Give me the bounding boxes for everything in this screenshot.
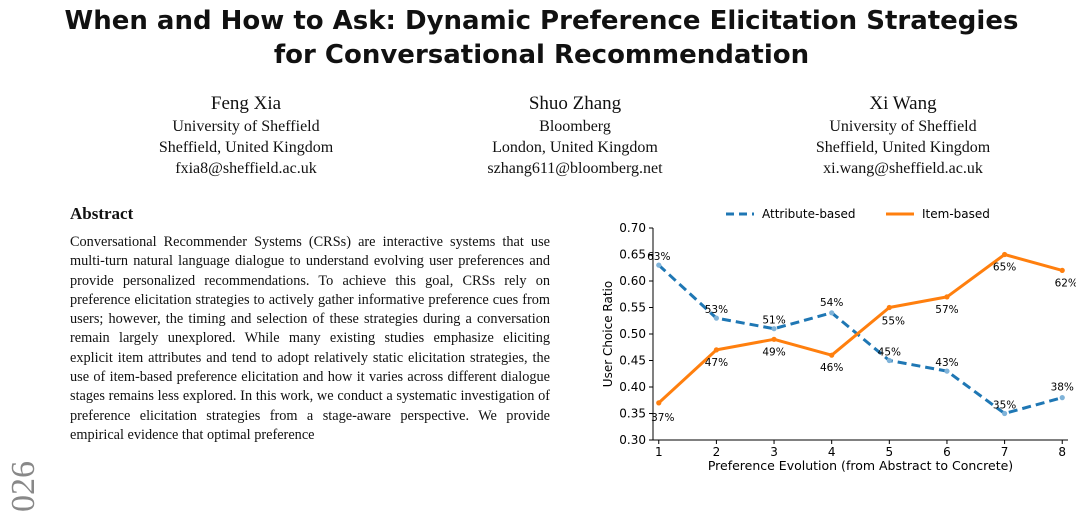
x-tick-label: 3 [770, 445, 778, 459]
data-point [829, 310, 835, 316]
title-line-2: for Conversational Recommendation [273, 40, 810, 70]
x-tick-label: 7 [1001, 445, 1009, 459]
data-label: 43% [935, 357, 958, 369]
author-2: Shuo Zhang Bloomberg London, United King… [425, 92, 725, 179]
paper-title: When and How to Ask: Dynamic Preference … [0, 4, 1083, 72]
data-point [1001, 251, 1008, 258]
line-chart: 0.30 0.35 0.40 0.45 0.50 0.55 0.60 0.65 0.70 1 2 3 4… [601, 207, 1076, 473]
data-label: 53% [705, 304, 728, 316]
data-label: 62% [1055, 277, 1076, 289]
data-point [829, 352, 835, 358]
legend-label: Attribute-based [762, 207, 856, 221]
data-label: 63% [647, 251, 670, 263]
data-label: 35% [993, 400, 1016, 412]
x-tick-label: 4 [828, 445, 836, 459]
title-line-1: When and How to Ask: Dynamic Preference … [64, 6, 1019, 36]
data-label: 49% [762, 346, 785, 358]
data-label: 54% [820, 297, 843, 309]
y-tick-label: 0.30 [619, 433, 646, 447]
data-label: 46% [820, 362, 843, 374]
data-point [1001, 410, 1008, 417]
author-name: Feng Xia [210, 93, 282, 114]
author-location: London, United Kingdom [492, 139, 658, 156]
y-tick-label: 0.40 [619, 380, 646, 394]
author-affiliation: Bloomberg [539, 118, 611, 135]
data-point [1059, 395, 1065, 401]
author-affiliation: University of Sheffield [172, 118, 320, 135]
author-3: Xi Wang University of Sheffield Sheffiel… [753, 92, 1053, 179]
author-location: Sheffield, United Kingdom [815, 139, 991, 156]
data-point [944, 368, 950, 374]
data-label: 37% [651, 412, 674, 424]
data-point [713, 315, 720, 321]
data-point [656, 400, 662, 406]
data-label: 38% [1051, 382, 1074, 394]
series-line-item-based [657, 253, 1063, 405]
x-tick-label: 5 [885, 445, 893, 459]
data-label: 45% [878, 347, 901, 359]
data-label: 65% [993, 262, 1016, 274]
series-line-attribute-based [657, 263, 1063, 415]
x-tick-label: 1 [655, 445, 663, 459]
data-point [771, 336, 777, 342]
author-email[interactable]: fxia8@sheffield.ac.uk [175, 160, 317, 177]
data-label: 57% [935, 304, 958, 316]
legend-label: Item-based [922, 207, 990, 221]
abstract-heading: Abstract [70, 204, 134, 223]
data-point [771, 326, 777, 332]
data-point [944, 294, 950, 300]
author-location: Sheffield, United Kingdom [158, 139, 334, 156]
author-name: Xi Wang [869, 93, 937, 114]
data-label: 47% [705, 357, 728, 369]
y-tick-label: 0.55 [619, 301, 646, 315]
y-tick-label: 0.50 [619, 327, 646, 341]
line-number: 026 [5, 461, 42, 512]
x-tick-label: 6 [943, 445, 951, 459]
abstract-text: Conversational Recommender Systems (CRSs… [70, 234, 550, 443]
data-point [886, 357, 892, 364]
author-name: Shuo Zhang [528, 93, 622, 114]
author-1: Feng Xia University of Sheffield Sheffie… [96, 92, 396, 179]
x-tick-label: 2 [713, 445, 721, 459]
author-affiliation: University of Sheffield [829, 118, 977, 135]
y-tick-label: 0.35 [619, 407, 646, 421]
data-point [1059, 267, 1065, 273]
y-tick-label: 0.65 [619, 248, 646, 262]
data-point [713, 347, 720, 353]
y-axis-label: User Choice Ratio [601, 281, 615, 387]
y-tick-label: 0.60 [619, 274, 646, 288]
data-point [886, 304, 892, 311]
x-tick-label: 8 [1058, 445, 1066, 459]
data-label: 55% [882, 316, 905, 328]
author-email[interactable]: szhang611@bloomberg.net [487, 160, 663, 177]
data-point [656, 262, 662, 268]
plot-area: 0.30 0.35 0.40 0.45 0.50 0.55 0.60 0.65 0.70 1 2 3 4… [601, 207, 1076, 473]
x-axis-label: Preference Evolution (from Abstract to C… [708, 458, 1013, 473]
y-tick-label: 0.70 [619, 221, 646, 235]
y-tick-label: 0.45 [619, 354, 646, 368]
data-label: 51% [762, 315, 785, 327]
author-email[interactable]: xi.wang@sheffield.ac.uk [823, 160, 983, 177]
